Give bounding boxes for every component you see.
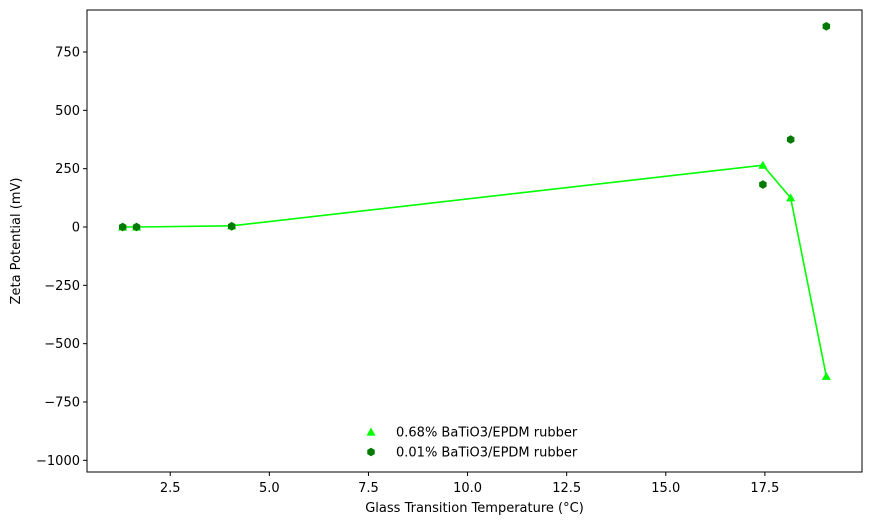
chart-marks: [118, 22, 831, 380]
plot-area: [87, 10, 862, 472]
x-tick-label: 12.5: [552, 481, 581, 496]
point-068: [786, 193, 796, 202]
legend-label-001: 0.01% BaTiO3/EPDM rubber: [396, 446, 578, 461]
x-axis-ticks: 2.5 5.0 7.5 10.0 12.5 15.0 17.5: [160, 472, 779, 496]
point-068: [758, 160, 768, 169]
legend-marker-068: [366, 427, 376, 436]
y-tick-label: 500: [55, 104, 80, 119]
y-tick-label: −750: [44, 396, 80, 411]
point-068: [821, 371, 831, 380]
x-tick-label: 7.5: [358, 481, 379, 496]
y-axis-label: Zeta Potential (mV): [9, 178, 24, 305]
point-001: [227, 222, 236, 231]
point-001: [822, 22, 831, 31]
y-axis-ticks: −1000 −750 −500 −250 0 250 500 750: [36, 46, 87, 469]
legend-marker-001: [367, 447, 375, 457]
x-tick-label: 17.5: [750, 481, 779, 496]
point-001: [118, 222, 127, 232]
x-tick-label: 5.0: [259, 481, 280, 496]
y-tick-label: −500: [44, 337, 80, 352]
point-001: [132, 222, 141, 232]
x-tick-label: 10.0: [453, 481, 482, 496]
legend-label-068: 0.68% BaTiO3/EPDM rubber: [396, 426, 578, 441]
y-tick-label: 0: [72, 221, 80, 236]
y-tick-label: −250: [44, 279, 80, 294]
y-tick-label: 250: [55, 162, 80, 177]
plot-frame: [86, 9, 863, 473]
legend: 0.68% BaTiO3/EPDM rubber 0.01% BaTiO3/EPD…: [366, 426, 578, 461]
y-tick-label: −1000: [36, 454, 80, 469]
point-001: [786, 135, 795, 144]
x-tick-label: 2.5: [160, 481, 181, 496]
x-tick-label: 15.0: [651, 481, 680, 496]
x-axis-label: Glass Transition Temperature (°C): [365, 501, 584, 516]
point-001: [759, 180, 767, 189]
y-tick-label: 750: [55, 46, 80, 61]
